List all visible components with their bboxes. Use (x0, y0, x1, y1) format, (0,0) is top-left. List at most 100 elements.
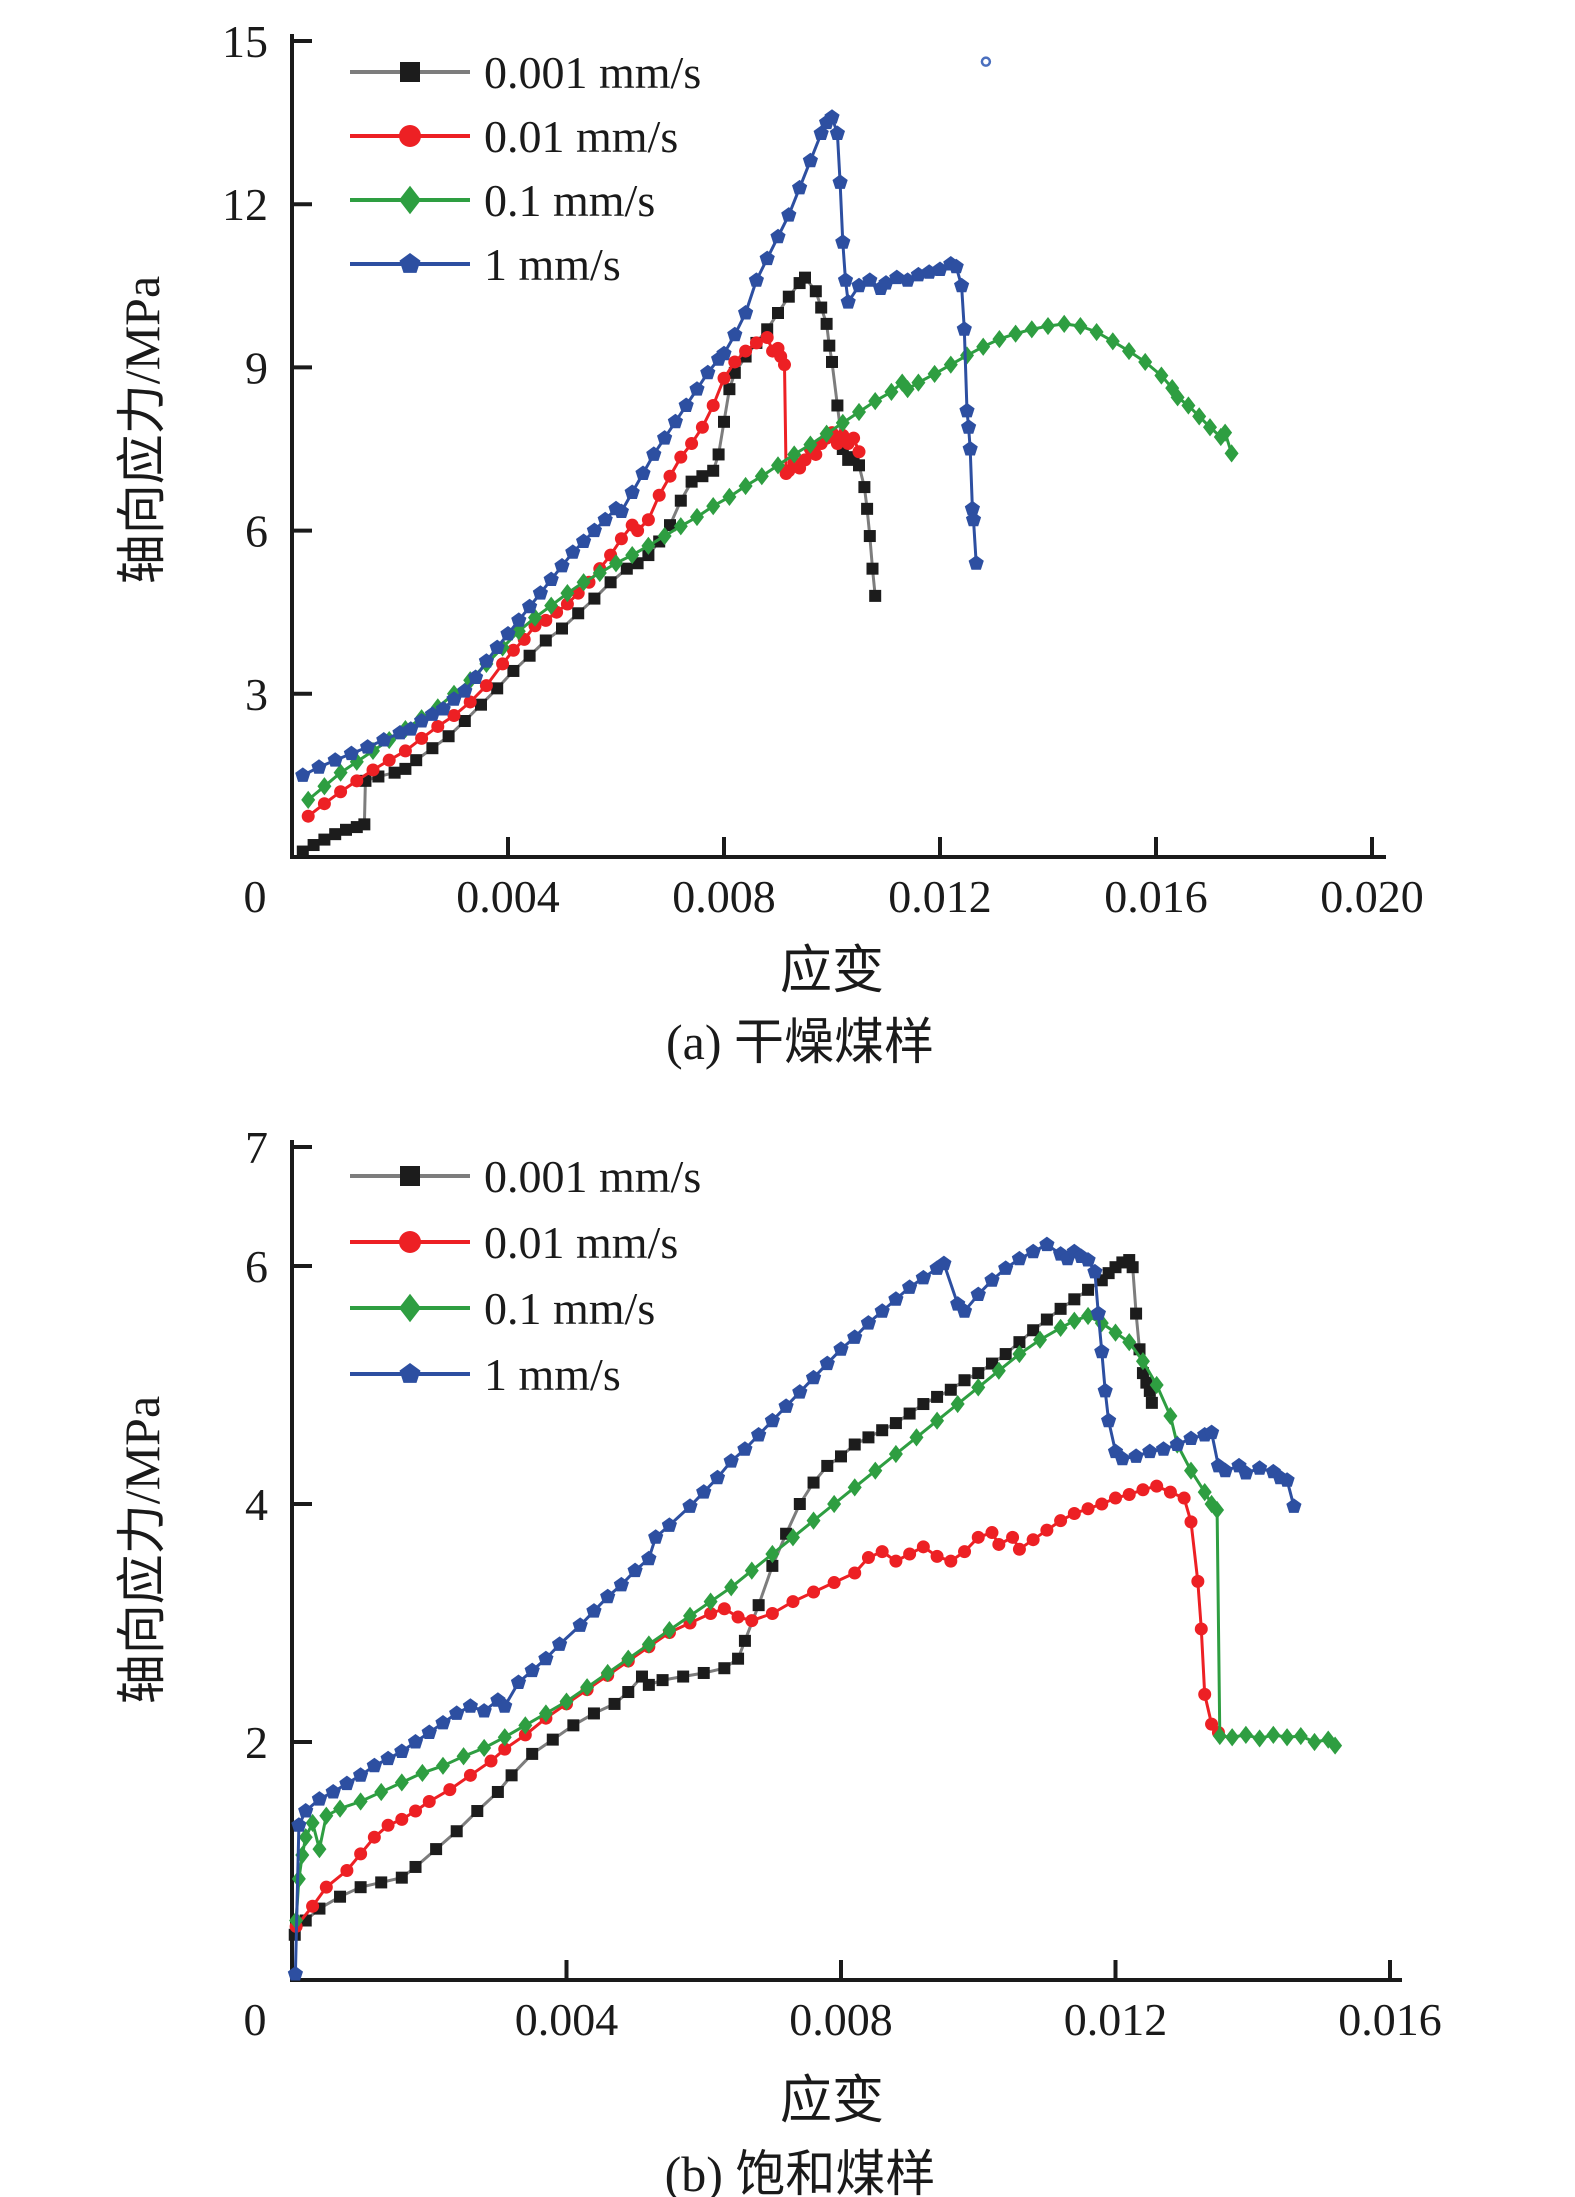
series-marker-a-1 (706, 398, 720, 412)
series-marker-a-1 (350, 774, 364, 788)
series-marker-b-0 (567, 1719, 580, 1732)
chart-b: 0 0.004 0.008 0.012 0.016 2 4 6 7 0.001 mm/s 0.01 … (0, 1080, 1575, 2197)
series-marker-b-3 (1011, 1250, 1027, 1266)
series-marker-a-2 (722, 487, 737, 506)
y-tick-label: 2 (245, 1717, 268, 1768)
series-marker-a-1 (496, 657, 510, 671)
x-tick-label: 0.012 (888, 871, 992, 922)
series-marker-b-1 (1194, 1622, 1208, 1636)
series-marker-b-1 (1012, 1542, 1026, 1556)
series-marker-b-3 (311, 1791, 328, 1806)
series-marker-a-3 (700, 364, 716, 380)
series-marker-b-3 (1169, 1436, 1185, 1451)
series-marker-a-0 (853, 459, 865, 472)
series-marker-b-2 (333, 1799, 348, 1818)
series-marker-b-0 (1130, 1307, 1143, 1320)
series-marker-a-0 (604, 576, 617, 589)
chart-a-ylabel: 轴向应力/MPa (114, 275, 170, 585)
series-marker-b-2 (785, 1528, 800, 1547)
series-marker-a-1 (431, 719, 445, 733)
series-marker-a-3 (727, 326, 743, 342)
series-marker-b-3 (287, 1966, 303, 1981)
series-marker-b-1 (381, 1818, 395, 1832)
series-marker-b-0 (917, 1398, 930, 1411)
series-marker-a-2 (960, 346, 974, 365)
series-marker-b-2 (435, 1756, 450, 1775)
series-marker-b-1 (518, 1728, 532, 1742)
series-marker-b-0 (354, 1881, 367, 1894)
series-marker-b-0 (587, 1707, 600, 1720)
series-marker-a-3 (489, 639, 505, 654)
series-marker-b-1 (1184, 1515, 1198, 1529)
series-marker-a-0 (831, 399, 844, 412)
series-marker-b-2 (1266, 1725, 1281, 1744)
series-marker-b-2 (538, 1704, 553, 1723)
series-marker-a-1 (463, 695, 477, 709)
series-marker-b-3 (1238, 1465, 1254, 1480)
x-tick-label: 0.016 (1104, 871, 1208, 922)
series-marker-b-1 (1122, 1487, 1136, 1501)
series-marker-b-1 (1191, 1574, 1205, 1588)
series-marker-a-3 (360, 739, 376, 754)
series-marker-a-2 (852, 402, 866, 422)
series-marker-a-3 (965, 511, 982, 527)
series-marker-b-3 (600, 1588, 616, 1604)
series-marker-a-0 (399, 762, 412, 775)
series-marker-a-3 (832, 174, 848, 189)
series-marker-b-1 (944, 1554, 958, 1568)
series-marker-b-3 (819, 1355, 835, 1371)
series-marker-b-2 (559, 1692, 574, 1711)
series-marker-b-3 (847, 1329, 863, 1344)
series-marker-a-3 (376, 732, 392, 747)
series-marker-a-0 (707, 464, 720, 477)
series-marker-a-0 (572, 607, 585, 620)
series-marker-a-3 (889, 269, 905, 285)
series-marker-b-0 (526, 1747, 539, 1760)
series-marker-a-1 (695, 420, 709, 434)
series-marker-a-0 (772, 307, 784, 319)
series-marker-a-3 (646, 446, 662, 461)
series-marker-b-2 (1053, 1318, 1068, 1337)
legend-item-a-0: 0.001 mm/s (350, 47, 701, 98)
series-marker-b-3 (641, 1550, 657, 1566)
series-marker-b-3 (751, 1427, 767, 1442)
series-marker-b-2 (394, 1773, 409, 1792)
y-tick-label: 3 (245, 669, 268, 720)
series-marker-a-0 (329, 828, 342, 841)
chart-a: 0 0.004 0.008 0.012 0.016 0.020 3 6 9 12 15 0.001 m… (0, 0, 1575, 1010)
series-marker-a-3 (613, 503, 629, 518)
series-marker-b-1 (827, 1576, 841, 1590)
series-marker-a-0 (869, 589, 882, 602)
series-marker-b-1 (1177, 1491, 1191, 1505)
series-marker-b-0 (766, 1559, 779, 1572)
series-marker-b-2 (1108, 1323, 1123, 1342)
series-marker-b-3 (552, 1636, 568, 1651)
series-marker-b-2 (1210, 1500, 1225, 1520)
series-marker-b-3 (421, 1724, 437, 1739)
series-marker-a-1 (447, 709, 461, 723)
series-marker-a-2 (738, 476, 753, 496)
series-marker-b-3 (1025, 1243, 1041, 1259)
series-marker-b-0 (546, 1733, 559, 1746)
series-marker-b-1 (807, 1585, 821, 1599)
series-marker-a-3 (511, 612, 527, 627)
legend-item-b-0: 0.001 mm/s (350, 1151, 701, 1202)
series-marker-a-3 (738, 305, 754, 320)
series-marker-a-1 (728, 355, 742, 369)
legend-marker-pentagon-icon (399, 1363, 421, 1383)
series-marker-b-1 (319, 1880, 333, 1894)
series-marker-a-1 (674, 450, 688, 464)
series-marker-b-2 (456, 1747, 471, 1766)
series-marker-a-3 (554, 558, 570, 573)
series-marker-a-3 (414, 713, 430, 728)
series-marker-a-0 (718, 415, 730, 428)
series-marker-a-3 (311, 759, 327, 774)
series-marker-b-1 (1054, 1514, 1068, 1528)
legend-marker-circle-icon (399, 1231, 421, 1253)
series-marker-b-1 (354, 1847, 368, 1861)
series-marker-a-2 (317, 777, 332, 796)
series-marker-a-3 (802, 152, 818, 168)
series-marker-b-3 (586, 1603, 602, 1618)
series-marker-b-3 (723, 1453, 739, 1468)
x-tick-label: 0.020 (1320, 871, 1424, 922)
